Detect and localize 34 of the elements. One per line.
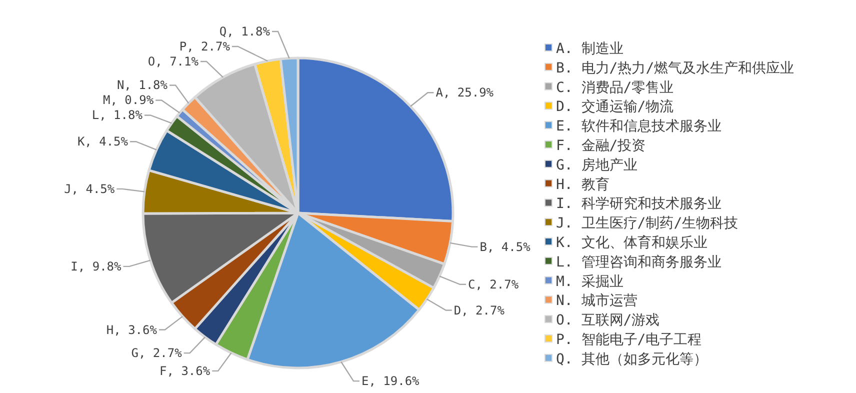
data-label: N, 1.8% [116,78,168,92]
legend-label: A. 制造业 [556,41,624,57]
legend-label: F. 金融/投资 [556,138,646,154]
legend-label: D. 交通运输/物流 [556,99,674,116]
legend-label: L. 管理咨询和商务服务业 [556,254,722,270]
data-label: J, 4.5% [64,182,116,196]
data-label: C, 2.7% [468,277,520,292]
data-label: H, 3.6% [106,322,158,337]
legend-label: Q. 其他（如多元化等） [556,351,708,368]
legend-label: B. 电力/热力/燃气及水生产和供应业 [556,60,794,76]
legend-label: P. 智能电子/电子工程 [556,332,702,348]
data-label: L, 1.8% [92,108,144,122]
data-label: A, 25.9% [436,86,494,100]
legend-label: N. 城市运营 [556,293,638,310]
data-label: E, 19.6% [361,374,420,388]
data-label: K, 4.5% [77,134,129,149]
legend-label: G. 房地产业 [556,157,638,174]
legend-label: H. 教育 [556,176,610,193]
data-label: Q, 1.8% [219,24,271,39]
legend-label: C. 消费品/零售业 [556,80,674,96]
legend-label: K. 文化、体育和娱乐业 [556,234,708,251]
data-label: O, 7.1% [148,54,200,69]
legend-label: J. 卫生医疗/制药/生物科技 [556,216,738,232]
data-label: G, 2.7% [131,346,183,360]
data-label: B, 4.5% [480,240,532,254]
data-label: D, 2.7% [454,303,506,318]
data-label: M, 0.9% [103,93,154,108]
data-label: P, 2.7% [179,40,231,54]
data-label: F, 3.6% [160,364,211,378]
legend-label: I. 科学研究和技术服务业 [556,196,722,212]
legend-label: O. 互联网/游戏 [556,312,660,329]
data-label: I, 9.8% [70,259,122,274]
legend-label: E. 软件和信息技术服务业 [556,118,722,135]
legend-label: M. 采掘业 [556,274,624,290]
